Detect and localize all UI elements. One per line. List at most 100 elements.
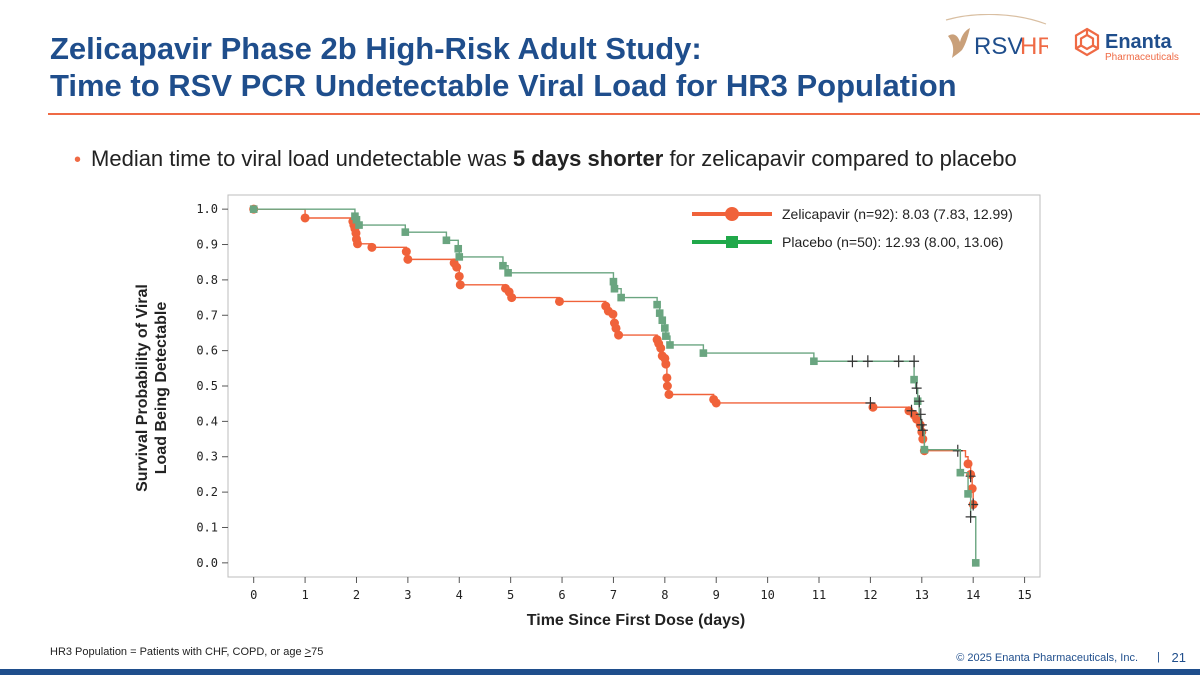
zelicapavir-point <box>963 459 973 469</box>
placebo-curve <box>253 208 977 563</box>
placebo-point <box>504 269 512 277</box>
axis-ticks: 0 1 2 3 4 5 6 7 8 9 10 11 12 13 14 150.00.10.20.30.40.5… <box>196 202 1031 602</box>
x-tick-label: 14 <box>966 588 980 602</box>
y-tick-label: 0.8 <box>196 273 218 287</box>
y-axis-label-line-2: Load Being Detectable <box>153 302 170 475</box>
placebo-point <box>666 341 674 349</box>
zelicapavir-point <box>353 239 363 249</box>
x-tick-label: 13 <box>915 588 929 602</box>
y-axis-label-line-1: Survival Probability of Viral <box>134 284 151 492</box>
placebo-point <box>956 468 965 477</box>
y-axis-label: Survival Probability of Viral Load Being… <box>134 284 170 492</box>
hr-text: HR <box>1020 33 1048 60</box>
placebo-point <box>662 332 670 340</box>
zelicapavir-point <box>656 343 666 353</box>
title-divider <box>48 113 1200 115</box>
x-tick-label: 2 <box>353 588 360 602</box>
placebo-point <box>655 309 664 317</box>
legend-placebo-label: Placebo (n=50): 12.93 (8.00, 13.06) <box>782 234 1003 250</box>
zelicapavir-censor-mark <box>965 470 976 483</box>
placebo-censor-mark <box>916 418 927 431</box>
placebo-point <box>442 236 451 245</box>
zelicapavir-censor-mark <box>865 396 876 409</box>
placebo-censor-mark <box>911 382 922 395</box>
bottom-bar <box>0 669 1200 675</box>
legend-zelicapavir-label: Zelicapavir (n=92): 8.03 (7.83, 12.99) <box>782 206 1013 222</box>
enanta-subtitle: Pharmaceuticals <box>1105 52 1179 63</box>
placebo-censor-mark <box>915 408 926 421</box>
placebo-point <box>661 324 669 332</box>
placebo-point <box>658 316 667 325</box>
zelicapavir-point <box>367 242 377 252</box>
legend-placebo-marker <box>726 236 738 248</box>
zelicapavir-point <box>614 330 624 340</box>
plot-frame <box>227 194 1041 578</box>
placebo-point <box>699 349 708 357</box>
placebo-point <box>401 228 410 236</box>
zelicapavir-point <box>401 247 411 257</box>
placebo-point <box>454 244 463 253</box>
x-tick-label: 4 <box>456 588 463 602</box>
placebo-censor-mark <box>893 355 904 368</box>
zelicapavir-point <box>711 398 721 408</box>
x-tick-label: 11 <box>812 588 826 602</box>
bullet-text-bold: 5 days shorter <box>512 146 664 171</box>
rsvhr-swoosh-icon <box>945 14 1047 25</box>
placebo-censor-mark <box>909 355 920 368</box>
placebo-point <box>971 559 980 567</box>
zelicapavir-point <box>452 262 462 272</box>
zelicapavir-point <box>662 381 672 391</box>
x-tick-label: 7 <box>610 588 617 602</box>
y-tick-label: 0.7 <box>196 308 218 322</box>
placebo-point <box>609 277 618 286</box>
zelicapavir-point <box>403 254 413 264</box>
footnote-post: 75 <box>311 646 324 658</box>
zelicapavir-point <box>664 389 674 399</box>
placebo-point <box>610 284 619 293</box>
x-tick-label: 10 <box>760 588 774 602</box>
placebo-censor-mark <box>847 355 858 368</box>
x-tick-label: 6 <box>558 588 565 602</box>
x-tick-label: 8 <box>661 588 668 602</box>
x-tick-label: 0 <box>250 588 257 602</box>
x-tick-label: 1 <box>301 588 308 602</box>
legend-zelicapavir-marker <box>725 207 739 221</box>
x-tick-label: 12 <box>863 588 877 602</box>
bullet-icon: • <box>74 149 82 171</box>
km-chart: Survival Probability of Viral Load Being… <box>134 194 1041 629</box>
y-tick-label: 0.4 <box>196 414 218 428</box>
y-tick-label: 0.6 <box>196 344 218 358</box>
placebo-point <box>810 357 818 366</box>
placebo-point <box>455 253 464 261</box>
footnote-pre: HR3 Population = Patients with CHF, COPD… <box>50 646 305 658</box>
y-tick-label: 0.0 <box>196 556 218 570</box>
bullet-point: • Median time to viral load undetectable … <box>74 146 1017 172</box>
y-tick-label: 0.1 <box>196 520 218 534</box>
copyright: © 2025 Enanta Pharmaceuticals, Inc. <box>956 652 1138 664</box>
footnote: HR3 Population = Patients with CHF, COPD… <box>50 646 323 658</box>
zelicapavir-point <box>608 309 618 319</box>
rsvhr-logo: RSV HR <box>945 14 1048 60</box>
placebo-point <box>617 293 625 302</box>
zelicapavir-point <box>661 359 671 369</box>
zelicapavir-censor-mark <box>952 444 963 457</box>
y-tick-label: 0.2 <box>196 485 218 499</box>
enanta-name: Enanta <box>1105 31 1173 53</box>
zelicapavir-point <box>662 373 672 383</box>
zelicapavir-point <box>554 296 564 306</box>
zelicapavir-point <box>455 280 465 290</box>
zelicapavir-point <box>300 213 310 223</box>
bullet-text-pre: Median time to viral load undetectable w… <box>91 146 513 171</box>
footer-separator: | <box>1157 651 1160 663</box>
placebo-censor-mark <box>914 395 925 408</box>
bird-icon <box>948 28 970 58</box>
x-tick-label: 5 <box>507 588 514 602</box>
placebo-point <box>499 261 507 270</box>
y-tick-label: 0.3 <box>196 450 218 464</box>
title-line-1: Zelicapavir Phase 2b High-Risk Adult Stu… <box>50 31 702 66</box>
rsv-text: RSV <box>974 33 1023 60</box>
y-tick-label: 1.0 <box>196 202 218 216</box>
placebo-point <box>910 375 918 384</box>
zelicapavir-point <box>507 293 517 303</box>
placebo-point <box>653 300 661 309</box>
